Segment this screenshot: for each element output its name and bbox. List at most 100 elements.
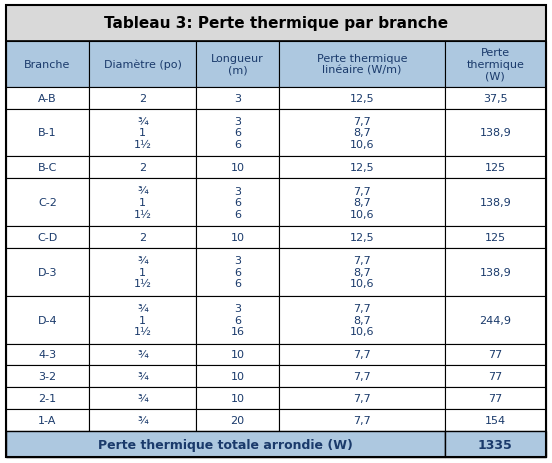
Text: 7,7: 7,7 xyxy=(353,371,371,382)
Text: 138,9: 138,9 xyxy=(480,267,511,277)
Text: 2: 2 xyxy=(139,94,146,103)
Text: Perte
thermique
(W): Perte thermique (W) xyxy=(466,48,524,81)
Text: 7,7: 7,7 xyxy=(353,350,371,360)
Text: 1-A: 1-A xyxy=(38,415,57,425)
Text: 10: 10 xyxy=(231,163,245,173)
Bar xyxy=(89,179,196,226)
Text: ¾
1
1½: ¾ 1 1½ xyxy=(134,303,151,337)
Text: 138,9: 138,9 xyxy=(480,198,511,208)
Text: 244,9: 244,9 xyxy=(479,315,511,325)
Text: 7,7
8,7
10,6: 7,7 8,7 10,6 xyxy=(349,186,374,219)
Text: 3
6
16: 3 6 16 xyxy=(231,303,245,337)
Text: 12,5: 12,5 xyxy=(349,232,374,243)
Bar xyxy=(445,42,546,88)
Text: 10: 10 xyxy=(231,371,245,382)
Bar xyxy=(89,409,196,431)
Bar xyxy=(445,88,546,109)
Text: ¾: ¾ xyxy=(137,350,148,360)
Text: 3
6
6: 3 6 6 xyxy=(234,117,241,150)
Bar xyxy=(445,296,546,344)
Text: Longueur
(m): Longueur (m) xyxy=(211,54,264,75)
Text: 7,7
8,7
10,6: 7,7 8,7 10,6 xyxy=(349,117,374,150)
Bar xyxy=(6,42,89,88)
Text: Branche: Branche xyxy=(24,60,71,69)
Text: 77: 77 xyxy=(489,394,502,403)
Bar xyxy=(279,366,445,388)
Bar xyxy=(196,296,279,344)
Bar xyxy=(196,388,279,409)
Text: Perte thermique totale arrondie (W): Perte thermique totale arrondie (W) xyxy=(98,438,353,450)
Bar xyxy=(89,366,196,388)
Bar xyxy=(196,157,279,179)
Text: 10: 10 xyxy=(231,394,245,403)
Bar xyxy=(89,296,196,344)
Bar xyxy=(6,409,89,431)
Bar xyxy=(196,366,279,388)
Text: B-1: B-1 xyxy=(38,128,57,138)
Bar xyxy=(279,109,445,157)
Text: ¾
1
1½: ¾ 1 1½ xyxy=(134,256,151,289)
Text: 1335: 1335 xyxy=(478,438,513,450)
Bar xyxy=(279,248,445,296)
Text: 37,5: 37,5 xyxy=(483,94,508,103)
Bar xyxy=(196,88,279,109)
Bar xyxy=(6,88,89,109)
Text: C-D: C-D xyxy=(38,232,57,243)
Bar xyxy=(89,157,196,179)
Text: 7,7: 7,7 xyxy=(353,394,371,403)
Bar xyxy=(89,248,196,296)
Text: 7,7: 7,7 xyxy=(353,415,371,425)
Text: 7,7
8,7
10,6: 7,7 8,7 10,6 xyxy=(349,303,374,337)
Bar xyxy=(445,366,546,388)
Bar xyxy=(89,226,196,248)
Text: 12,5: 12,5 xyxy=(349,94,374,103)
Bar xyxy=(89,388,196,409)
Bar xyxy=(196,248,279,296)
Text: 3-2: 3-2 xyxy=(38,371,56,382)
Bar xyxy=(445,388,546,409)
Bar xyxy=(6,179,89,226)
Bar xyxy=(6,157,89,179)
Text: 20: 20 xyxy=(231,415,245,425)
Bar xyxy=(6,226,89,248)
Bar xyxy=(279,157,445,179)
Bar xyxy=(6,109,89,157)
Text: C-2: C-2 xyxy=(38,198,57,208)
Bar xyxy=(6,388,89,409)
Text: 125: 125 xyxy=(485,232,506,243)
Text: ¾: ¾ xyxy=(137,415,148,425)
Bar xyxy=(445,248,546,296)
Text: 3
6
6: 3 6 6 xyxy=(234,186,241,219)
Bar xyxy=(445,409,546,431)
Bar xyxy=(279,88,445,109)
Bar xyxy=(196,226,279,248)
Bar xyxy=(279,42,445,88)
Text: 4-3: 4-3 xyxy=(38,350,56,360)
Text: 2: 2 xyxy=(139,232,146,243)
Bar xyxy=(89,42,196,88)
Text: 154: 154 xyxy=(485,415,506,425)
Bar xyxy=(6,6,546,42)
Bar xyxy=(196,42,279,88)
Text: ¾: ¾ xyxy=(137,394,148,403)
Text: 138,9: 138,9 xyxy=(480,128,511,138)
Text: 2: 2 xyxy=(139,163,146,173)
Bar xyxy=(279,226,445,248)
Text: 2-1: 2-1 xyxy=(38,394,56,403)
Bar xyxy=(445,109,546,157)
Bar xyxy=(6,296,89,344)
Text: 10: 10 xyxy=(231,232,245,243)
Bar xyxy=(445,179,546,226)
Bar xyxy=(6,248,89,296)
Bar xyxy=(196,344,279,366)
Bar xyxy=(445,431,546,457)
Text: B-C: B-C xyxy=(38,163,57,173)
Bar xyxy=(445,344,546,366)
Text: 7,7
8,7
10,6: 7,7 8,7 10,6 xyxy=(349,256,374,289)
Text: D-3: D-3 xyxy=(38,267,57,277)
Text: 12,5: 12,5 xyxy=(349,163,374,173)
Text: 3
6
6: 3 6 6 xyxy=(234,256,241,289)
Bar xyxy=(445,157,546,179)
Bar xyxy=(196,109,279,157)
Bar xyxy=(279,409,445,431)
